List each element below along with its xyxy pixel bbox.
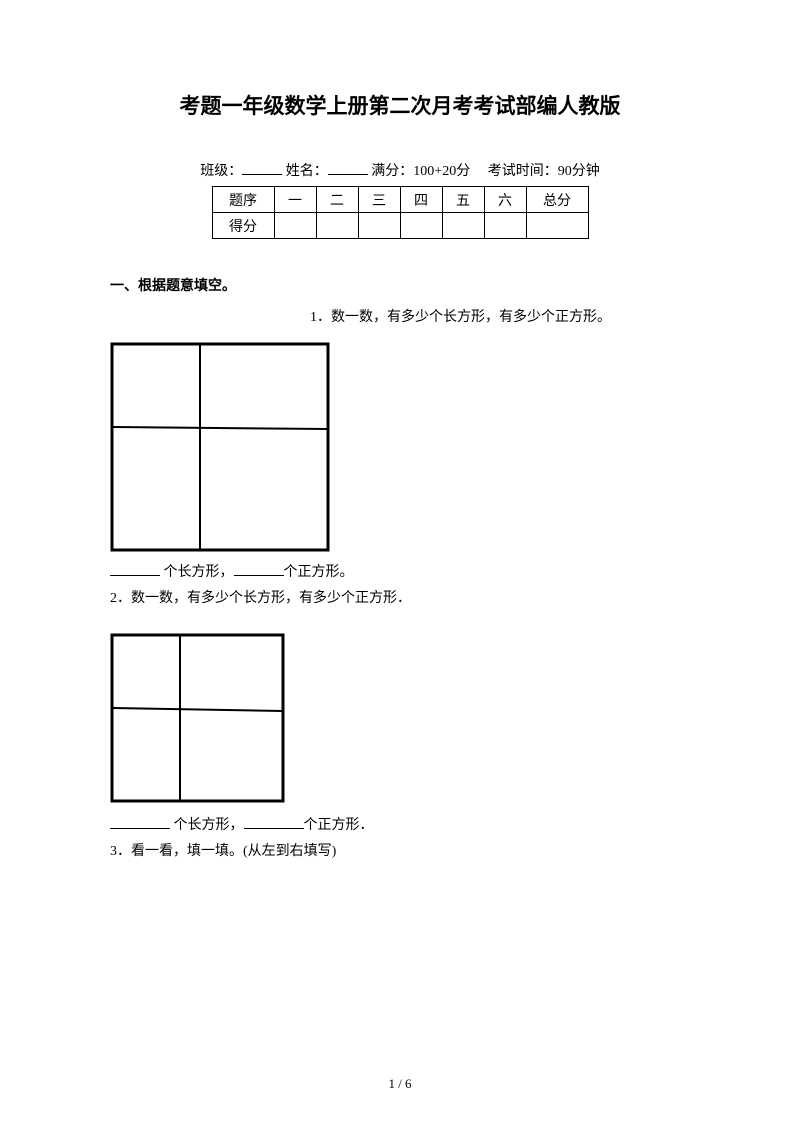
cell-label: 得分 [212,213,274,239]
cell [274,213,316,239]
time-label: 考试时间：90分钟 [488,164,600,179]
page-title: 考题一年级数学上册第二次月考考试部编人教版 [110,90,690,120]
question-2-figure [110,633,690,803]
cell-label: 题序 [212,187,274,213]
question-2-text: 2．数一数，有多少个长方形，有多少个正方形． [110,586,690,613]
cell-total [526,213,588,239]
section-heading: 一、根据题意填空。 [110,275,690,295]
table-row: 得分 [212,213,588,239]
page-footer: 1 / 6 [0,1076,800,1092]
cell: 四 [400,187,442,213]
blank [110,815,170,829]
cell [484,213,526,239]
blank [234,562,284,576]
class-label: 班级： [200,164,242,179]
class-blank [242,161,282,175]
question-3-text: 3．看一看，填一填。(从左到右填写) [110,839,690,866]
cell: 六 [484,187,526,213]
cell: 三 [358,187,400,213]
question-1-answer: 个长方形， 个正方形。 [110,560,690,587]
answer-text: 个正方形． [304,818,374,833]
table-row: 题序 一 二 三 四 五 六 总分 [212,187,588,213]
name-label: 姓名： [286,164,328,179]
question-1-text: 1．数一数，有多少个长方形，有多少个正方形。 [310,305,690,332]
blank [110,562,160,576]
answer-text: 个正方形。 [284,565,354,580]
cell [400,213,442,239]
answer-text: 个长方形， [170,818,244,833]
cell: 一 [274,187,316,213]
question-1-figure [110,342,690,552]
cell [358,213,400,239]
cell [316,213,358,239]
cell: 五 [442,187,484,213]
question-2-answer: 个长方形， 个正方形． [110,813,690,840]
answer-text: 个长方形， [160,565,234,580]
cell: 二 [316,187,358,213]
name-blank [328,161,368,175]
cell-total: 总分 [526,187,588,213]
fullscore-label: 满分：100+20分 [371,164,470,179]
score-table: 题序 一 二 三 四 五 六 总分 得分 [212,186,589,239]
info-line: 班级： 姓名： 满分：100+20分 考试时间：90分钟 [110,160,690,180]
cell [442,213,484,239]
blank [244,815,304,829]
